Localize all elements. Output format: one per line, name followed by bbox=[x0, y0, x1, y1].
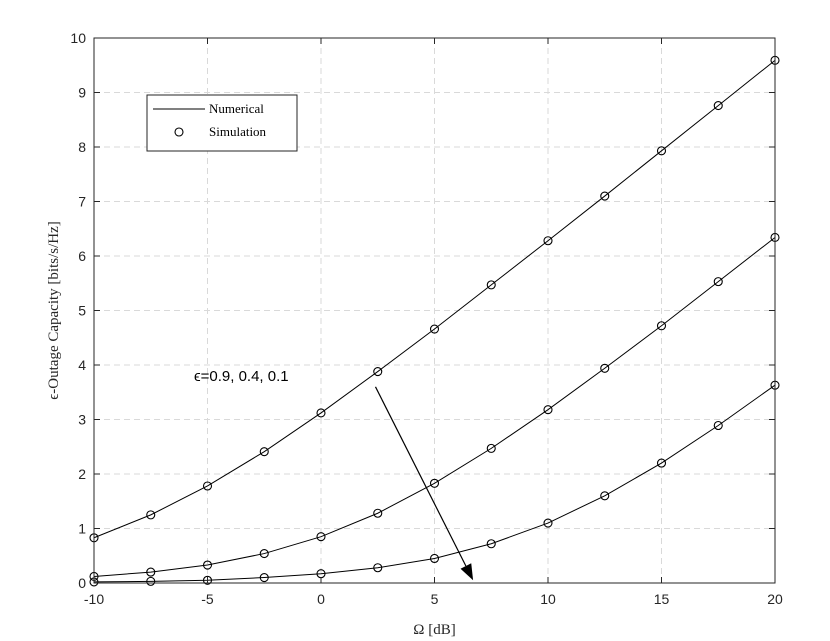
data-point bbox=[146, 510, 156, 520]
data-point bbox=[202, 575, 213, 585]
annotation-arrowhead bbox=[460, 563, 474, 581]
annotation-arrow bbox=[374, 386, 467, 567]
y-tick-label: 7 bbox=[78, 194, 86, 210]
x-tick-label: 10 bbox=[540, 591, 556, 607]
data-point bbox=[600, 363, 610, 373]
y-tick-label: 1 bbox=[78, 521, 86, 537]
y-tick-label: 4 bbox=[78, 357, 86, 373]
y-tick-label: 10 bbox=[70, 30, 86, 46]
data-point bbox=[543, 236, 553, 246]
data-point bbox=[146, 576, 156, 586]
data-point bbox=[373, 366, 383, 377]
data-point bbox=[486, 443, 496, 453]
y-tick-label: 2 bbox=[78, 466, 86, 482]
annotation-text: ϵ=0.9, 0.4, 0.1 bbox=[194, 368, 289, 385]
y-tick-label: 8 bbox=[78, 139, 86, 155]
y-axis-label: ϵ-Outage Capacity [bits/s/Hz] bbox=[46, 221, 62, 400]
data-point bbox=[259, 447, 269, 457]
data-point bbox=[543, 518, 553, 528]
data-point bbox=[600, 191, 610, 201]
y-tick-label: 6 bbox=[78, 248, 86, 264]
series-line-1 bbox=[93, 59, 776, 539]
legend-label-numerical: Numerical bbox=[209, 101, 264, 116]
tick-labels: -10 -5 0 5 10 15 20 0 1 2 3 4 5 6 7 8 9 10 bbox=[70, 30, 783, 607]
data-point bbox=[656, 321, 667, 331]
y-tick-label: 0 bbox=[78, 575, 86, 591]
data-point bbox=[656, 458, 667, 468]
data-point bbox=[543, 405, 553, 415]
x-tick-label: 15 bbox=[654, 591, 670, 607]
y-tick-label: 5 bbox=[78, 303, 86, 319]
x-tick-label: 0 bbox=[317, 591, 325, 607]
data-point bbox=[600, 491, 610, 501]
y-tick-label: 9 bbox=[78, 85, 86, 101]
legend: Numerical Simulation bbox=[146, 94, 298, 152]
x-tick-label: 5 bbox=[431, 591, 439, 607]
data-point bbox=[713, 101, 723, 111]
data-point bbox=[429, 553, 440, 564]
x-tick-label: -5 bbox=[201, 591, 214, 607]
series-line-2 bbox=[93, 237, 776, 577]
data-point bbox=[316, 532, 326, 542]
x-tick-label: -10 bbox=[84, 591, 104, 607]
data-point bbox=[656, 146, 667, 156]
data-point bbox=[486, 280, 496, 290]
data-point bbox=[146, 567, 156, 577]
data-point bbox=[202, 481, 213, 491]
data-point bbox=[486, 539, 496, 549]
data-point bbox=[713, 277, 723, 287]
data-point bbox=[713, 420, 723, 431]
data-point bbox=[429, 478, 440, 488]
data-point bbox=[373, 563, 383, 573]
y-tick-label: 3 bbox=[78, 412, 86, 428]
legend-box bbox=[146, 94, 298, 152]
data-point bbox=[429, 324, 440, 334]
data-point bbox=[259, 572, 269, 583]
data-point bbox=[316, 408, 326, 418]
x-tick-label: 20 bbox=[767, 591, 783, 607]
data-point bbox=[202, 560, 213, 570]
x-axis-label: Ω [dB] bbox=[413, 622, 455, 638]
legend-marker-sample bbox=[174, 127, 184, 137]
legend-label-simulation: Simulation bbox=[209, 124, 267, 139]
data-point bbox=[373, 508, 383, 518]
marker-group bbox=[89, 55, 780, 587]
annotation: ϵ=0.9, 0.4, 0.1 bbox=[194, 368, 474, 581]
data-point bbox=[259, 549, 269, 559]
